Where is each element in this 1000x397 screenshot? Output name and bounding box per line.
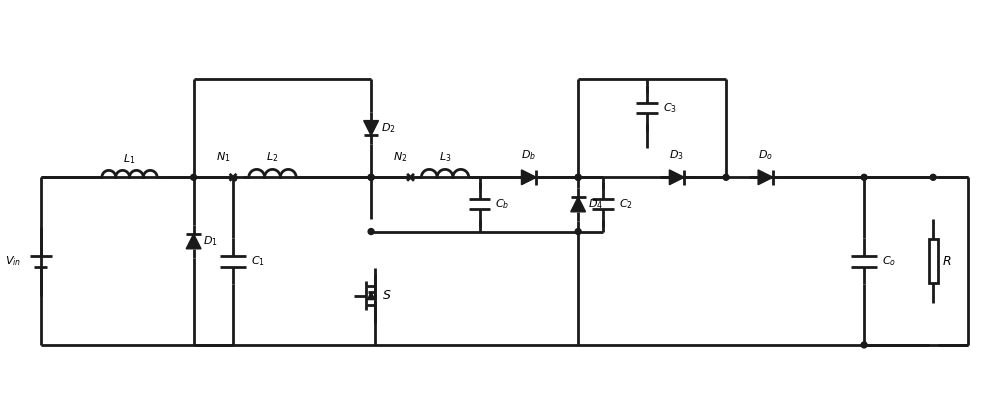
Text: $D_o$: $D_o$ <box>758 148 773 162</box>
Polygon shape <box>364 121 378 135</box>
Polygon shape <box>669 170 684 185</box>
Text: $R$: $R$ <box>942 254 951 268</box>
Text: $C_o$: $C_o$ <box>882 254 896 268</box>
Text: $L_3$: $L_3$ <box>439 151 451 164</box>
Circle shape <box>861 174 867 180</box>
Text: $D_3$: $D_3$ <box>669 148 684 162</box>
Bar <box>929 239 938 283</box>
Text: $V_{in}$: $V_{in}$ <box>5 254 21 268</box>
Polygon shape <box>571 197 586 212</box>
Circle shape <box>191 174 197 180</box>
Circle shape <box>368 174 374 180</box>
Circle shape <box>723 174 729 180</box>
Circle shape <box>930 174 936 180</box>
Circle shape <box>575 229 581 235</box>
Polygon shape <box>521 170 536 185</box>
Circle shape <box>368 174 374 180</box>
Polygon shape <box>186 234 201 249</box>
Text: $S$: $S$ <box>382 289 392 302</box>
Text: $D_b$: $D_b$ <box>521 148 536 162</box>
Text: $C_2$: $C_2$ <box>619 198 632 211</box>
Text: $C_3$: $C_3$ <box>663 101 677 115</box>
Text: $D_2$: $D_2$ <box>381 121 396 135</box>
Text: $D_1$: $D_1$ <box>203 235 218 248</box>
Circle shape <box>861 342 867 348</box>
Circle shape <box>368 229 374 235</box>
Polygon shape <box>758 170 773 185</box>
Circle shape <box>575 174 581 180</box>
Circle shape <box>575 174 581 180</box>
Text: $C_1$: $C_1$ <box>251 254 265 268</box>
Text: $L_2$: $L_2$ <box>266 151 279 164</box>
Text: $D_4$: $D_4$ <box>588 198 603 211</box>
Text: $N_2$: $N_2$ <box>393 151 408 164</box>
Text: $L_1$: $L_1$ <box>123 153 136 166</box>
Polygon shape <box>368 292 375 300</box>
Text: $C_b$: $C_b$ <box>495 198 510 211</box>
Text: $N_1$: $N_1$ <box>216 151 230 164</box>
